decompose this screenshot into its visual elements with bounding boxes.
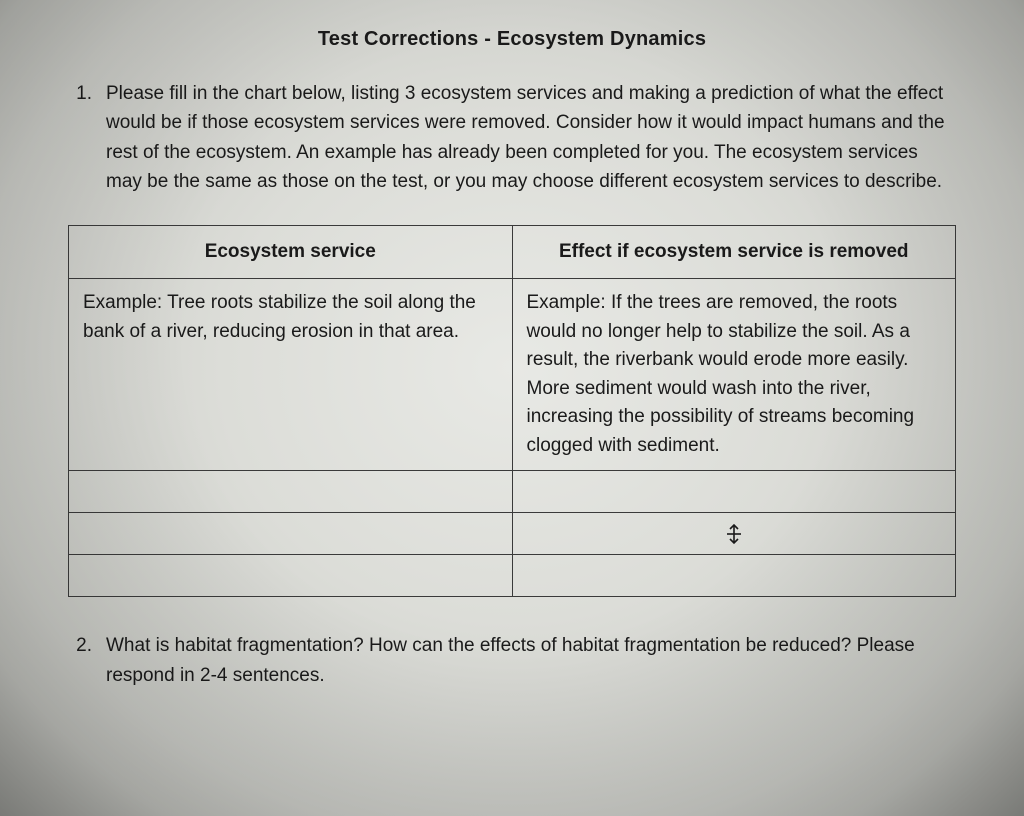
table-cell-effect-1[interactable] [512, 471, 956, 513]
table-cell-effect-2[interactable] [512, 513, 956, 555]
table-header-effect: Effect if ecosystem service is removed [512, 225, 956, 279]
question-1-number: 1. [68, 79, 92, 108]
page-title: Test Corrections - Ecosystem Dynamics [68, 28, 956, 51]
question-2-number: 2. [68, 631, 92, 660]
table-cell-effect-example: Example: If the trees are removed, the r… [512, 279, 956, 471]
table-cell-service-2[interactable] [69, 513, 513, 555]
table-header-service: Ecosystem service [69, 225, 513, 279]
question-2: 2. What is habitat fragmentation? How ca… [68, 631, 956, 690]
table-row[interactable] [69, 513, 956, 555]
table-row: Example: Tree roots stabilize the soil a… [69, 279, 956, 471]
question-2-text: What is habitat fragmentation? How can t… [106, 631, 956, 690]
table-row[interactable] [69, 471, 956, 513]
ecosystem-services-table: Ecosystem service Effect if ecosystem se… [68, 225, 956, 598]
resize-row-cursor-icon [725, 523, 743, 545]
table-row[interactable] [69, 555, 956, 597]
question-1: 1. Please fill in the chart below, listi… [68, 79, 956, 197]
table-header-row: Ecosystem service Effect if ecosystem se… [69, 225, 956, 279]
question-1-text: Please fill in the chart below, listing … [106, 79, 956, 197]
table-cell-service-example: Example: Tree roots stabilize the soil a… [69, 279, 513, 471]
table-cell-service-1[interactable] [69, 471, 513, 513]
table-cell-service-3[interactable] [69, 555, 513, 597]
table-cell-effect-3[interactable] [512, 555, 956, 597]
